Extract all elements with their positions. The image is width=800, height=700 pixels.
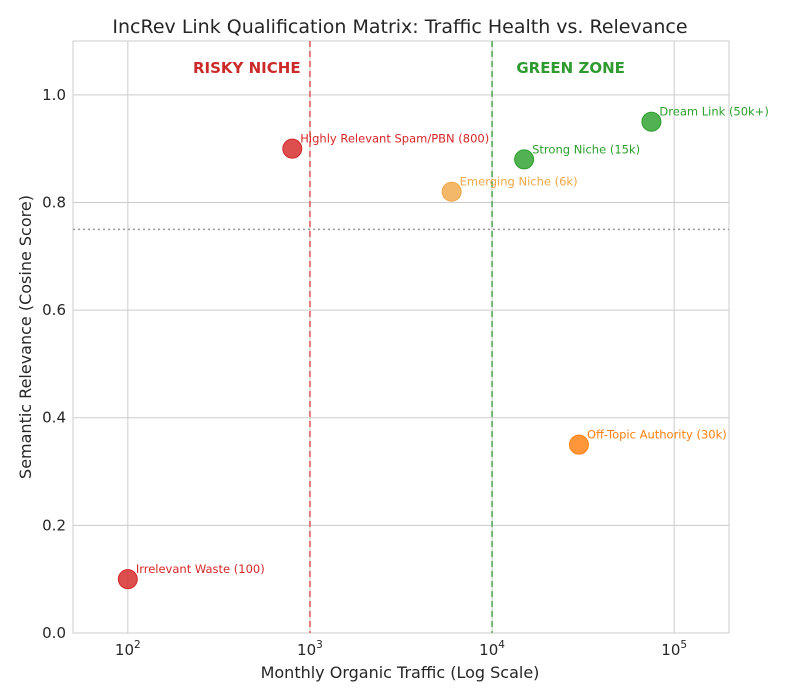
y-tick-label: 0.6 — [42, 301, 66, 319]
y-tick-label: 0.8 — [42, 193, 66, 211]
data-point — [441, 181, 462, 202]
data-point — [641, 111, 662, 132]
data-point — [568, 434, 589, 455]
data-point — [514, 149, 535, 170]
data-point — [117, 569, 138, 590]
x-axis-label: Monthly Organic Traffic (Log Scale) — [261, 663, 540, 682]
chart-title: IncRev Link Qualification Matrix: Traffi… — [112, 16, 687, 38]
x-tick-label: 105 — [661, 639, 687, 659]
data-point-label: Irrelevant Waste (100) — [136, 562, 265, 576]
x-tick-label: 103 — [297, 639, 323, 659]
y-tick-label: 1.0 — [42, 86, 66, 104]
zone-annotation: RISKY NICHE — [193, 59, 301, 77]
plot-frame — [72, 40, 730, 634]
data-point-label: Highly Relevant Spam/PBN (800) — [300, 132, 489, 146]
plot-area: 102 103 104 105 0.0 0.2 0.4 0.6 0.8 1.0 RISKY NICH… — [42, 40, 769, 659]
y-tick-label: 0.2 — [42, 516, 66, 534]
x-tick-label: 104 — [479, 639, 505, 659]
y-axis-label: Semantic Relevance (Cosine Score) — [16, 195, 35, 479]
x-tick-label: 102 — [115, 639, 141, 659]
zone-annotation: GREEN ZONE — [516, 59, 625, 77]
data-point-label: Emerging Niche (6k) — [460, 175, 578, 189]
data-point-label: Dream Link (50k+) — [659, 105, 768, 119]
data-point — [282, 138, 303, 159]
data-point-label: Off-Topic Authority (30k) — [587, 428, 727, 442]
y-tick-label: 0.4 — [42, 409, 66, 427]
y-tick-label: 0.0 — [42, 624, 66, 642]
data-point-label: Strong Niche (15k) — [532, 142, 640, 156]
